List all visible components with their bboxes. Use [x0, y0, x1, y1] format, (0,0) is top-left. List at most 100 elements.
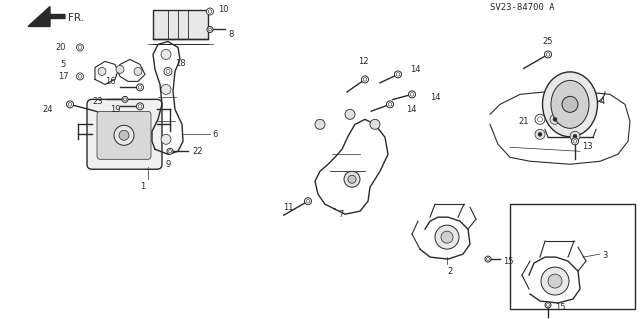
Circle shape — [370, 119, 380, 129]
Circle shape — [122, 96, 128, 102]
Circle shape — [136, 84, 143, 91]
Circle shape — [562, 96, 578, 112]
Polygon shape — [28, 6, 65, 26]
Circle shape — [545, 302, 551, 308]
Text: 5: 5 — [60, 60, 65, 69]
Circle shape — [138, 85, 141, 89]
Circle shape — [124, 98, 127, 101]
Circle shape — [161, 49, 171, 59]
Circle shape — [345, 109, 355, 119]
Text: 20: 20 — [55, 43, 65, 52]
Text: 24: 24 — [42, 105, 52, 114]
Ellipse shape — [543, 72, 598, 137]
Text: 25: 25 — [542, 37, 552, 46]
Circle shape — [547, 53, 550, 56]
Circle shape — [136, 103, 143, 110]
Text: 14: 14 — [430, 93, 440, 102]
Text: 23: 23 — [92, 97, 102, 106]
Bar — [153, 10, 208, 40]
Text: 17: 17 — [58, 72, 68, 81]
Text: 13: 13 — [582, 142, 593, 151]
Circle shape — [114, 125, 134, 145]
Circle shape — [134, 67, 142, 75]
FancyBboxPatch shape — [87, 99, 162, 169]
Text: 2: 2 — [447, 267, 452, 276]
Text: 6: 6 — [212, 130, 218, 139]
Circle shape — [408, 91, 415, 98]
Text: 16: 16 — [105, 77, 116, 86]
Circle shape — [68, 103, 72, 106]
Circle shape — [541, 267, 569, 295]
Circle shape — [116, 65, 124, 73]
Circle shape — [553, 117, 557, 121]
Bar — [510, 204, 635, 309]
Circle shape — [78, 46, 82, 49]
Circle shape — [208, 10, 212, 13]
Circle shape — [161, 85, 171, 94]
Circle shape — [166, 70, 170, 73]
FancyBboxPatch shape — [97, 111, 151, 159]
Text: 15: 15 — [503, 256, 513, 266]
Circle shape — [307, 199, 310, 203]
Text: 22: 22 — [192, 147, 202, 156]
Circle shape — [573, 139, 577, 143]
Text: 14: 14 — [410, 65, 420, 74]
Circle shape — [548, 274, 562, 288]
Circle shape — [305, 198, 312, 205]
Circle shape — [315, 119, 325, 129]
Text: 21: 21 — [518, 117, 529, 126]
Circle shape — [547, 303, 550, 307]
Circle shape — [78, 75, 82, 78]
Text: 8: 8 — [228, 30, 234, 39]
Circle shape — [435, 225, 459, 249]
Circle shape — [441, 231, 453, 243]
Circle shape — [396, 73, 400, 76]
Text: 3: 3 — [602, 251, 607, 260]
Circle shape — [550, 114, 560, 124]
Circle shape — [394, 71, 401, 78]
Text: 18: 18 — [175, 59, 186, 68]
Circle shape — [119, 130, 129, 140]
Circle shape — [362, 76, 369, 83]
Text: 1: 1 — [140, 182, 146, 191]
Circle shape — [209, 28, 211, 31]
Circle shape — [538, 132, 542, 136]
Ellipse shape — [551, 80, 589, 128]
Text: 4: 4 — [600, 97, 605, 106]
Circle shape — [486, 258, 490, 261]
Text: 19: 19 — [110, 105, 120, 114]
Circle shape — [164, 67, 172, 75]
Text: 9: 9 — [165, 160, 170, 169]
Circle shape — [77, 73, 83, 80]
Circle shape — [572, 138, 579, 145]
Circle shape — [67, 101, 74, 108]
Text: 12: 12 — [358, 57, 369, 66]
Circle shape — [348, 175, 356, 183]
Text: 7: 7 — [338, 210, 344, 219]
Circle shape — [167, 148, 173, 154]
Circle shape — [364, 78, 367, 81]
Circle shape — [485, 256, 491, 262]
Circle shape — [207, 8, 214, 15]
Text: 14: 14 — [406, 105, 417, 114]
Circle shape — [538, 117, 543, 122]
Text: SV23-84700 A: SV23-84700 A — [490, 3, 554, 11]
Circle shape — [98, 67, 106, 75]
Circle shape — [138, 105, 141, 108]
Circle shape — [207, 26, 213, 33]
Text: 10: 10 — [218, 5, 228, 14]
Circle shape — [168, 150, 172, 153]
Circle shape — [161, 134, 171, 144]
Circle shape — [387, 101, 394, 108]
Circle shape — [388, 103, 392, 106]
Text: FR.: FR. — [68, 12, 84, 23]
Text: 11: 11 — [283, 203, 294, 212]
Circle shape — [573, 134, 577, 138]
Circle shape — [535, 129, 545, 139]
Circle shape — [570, 131, 580, 141]
Circle shape — [535, 114, 545, 124]
Circle shape — [545, 51, 552, 58]
Circle shape — [410, 93, 413, 96]
Circle shape — [344, 171, 360, 187]
Text: 15: 15 — [555, 302, 566, 312]
